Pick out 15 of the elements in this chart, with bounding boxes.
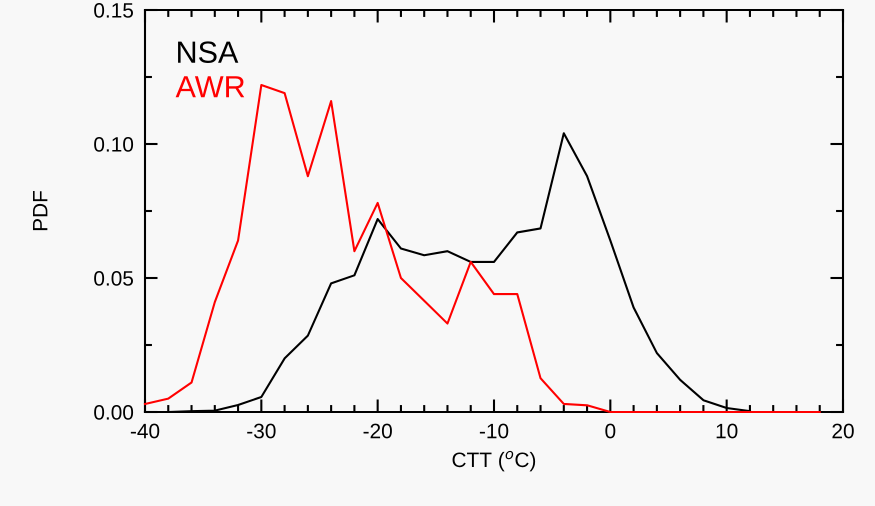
y-tick-label: 0.05 <box>94 271 134 286</box>
x-axis-title: CTT ($^{o}$C) <box>452 450 536 472</box>
x-tick-label: 10 <box>716 424 738 438</box>
legend-label: NSA <box>178 41 238 63</box>
y-axis-title: PDF <box>33 191 48 230</box>
x-tick-label: 20 <box>832 424 854 438</box>
series-label: AWR <box>176 76 244 98</box>
x-tick-label: 0 <box>605 424 616 438</box>
y-tick-label: 0.10 <box>94 137 134 152</box>
x-tick-label: -10 <box>480 424 508 438</box>
y-tick-label: 0.15 <box>94 3 134 18</box>
x-tick-label: -30 <box>247 424 276 438</box>
x-tick-label: -40 <box>130 424 160 438</box>
x-tick-label: -20 <box>364 424 392 438</box>
y-tick-label: 0.00 <box>94 405 134 420</box>
